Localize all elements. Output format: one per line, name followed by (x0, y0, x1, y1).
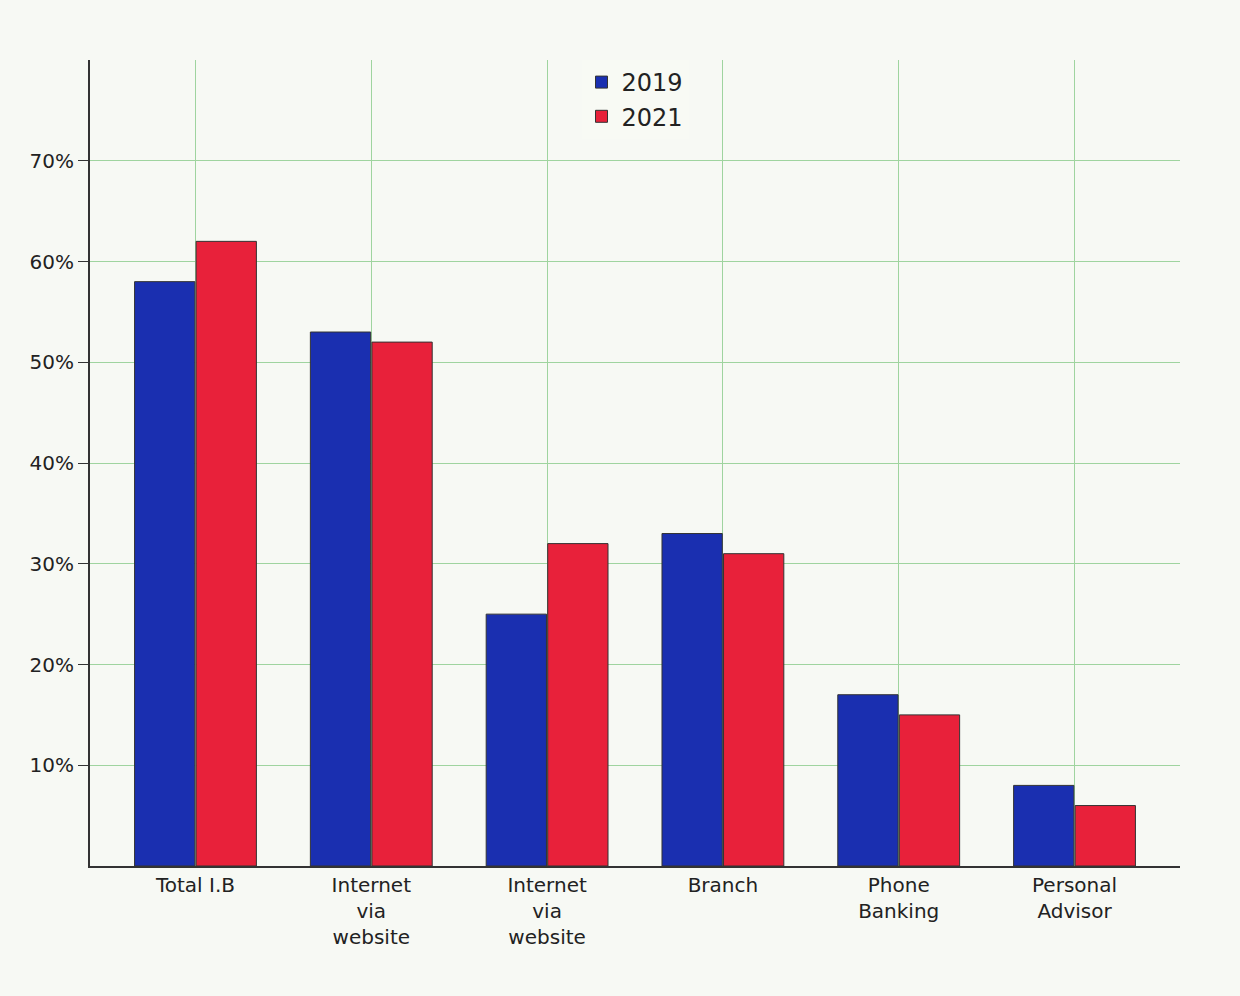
svg-text:30%: 30% (30, 552, 74, 576)
svg-text:50%: 50% (30, 350, 74, 374)
svg-text:Internetviawebsite: Internetviawebsite (332, 873, 412, 949)
svg-text:20%: 20% (30, 653, 74, 677)
svg-text:Branch: Branch (688, 873, 759, 897)
svg-text:70%: 70% (30, 149, 74, 173)
svg-text:2019: 2019 (622, 69, 683, 97)
svg-text:PhoneBanking: PhoneBanking (858, 873, 939, 923)
svg-text:2021: 2021 (622, 104, 683, 132)
svg-text:PersonalAdvisor: PersonalAdvisor (1032, 873, 1117, 923)
svg-text:60%: 60% (30, 250, 74, 274)
svg-text:Total I.B: Total I.B (155, 873, 235, 897)
svg-text:Internetviawebsite: Internetviawebsite (507, 873, 587, 949)
svg-text:40%: 40% (30, 451, 74, 475)
svg-text:10%: 10% (30, 753, 74, 777)
